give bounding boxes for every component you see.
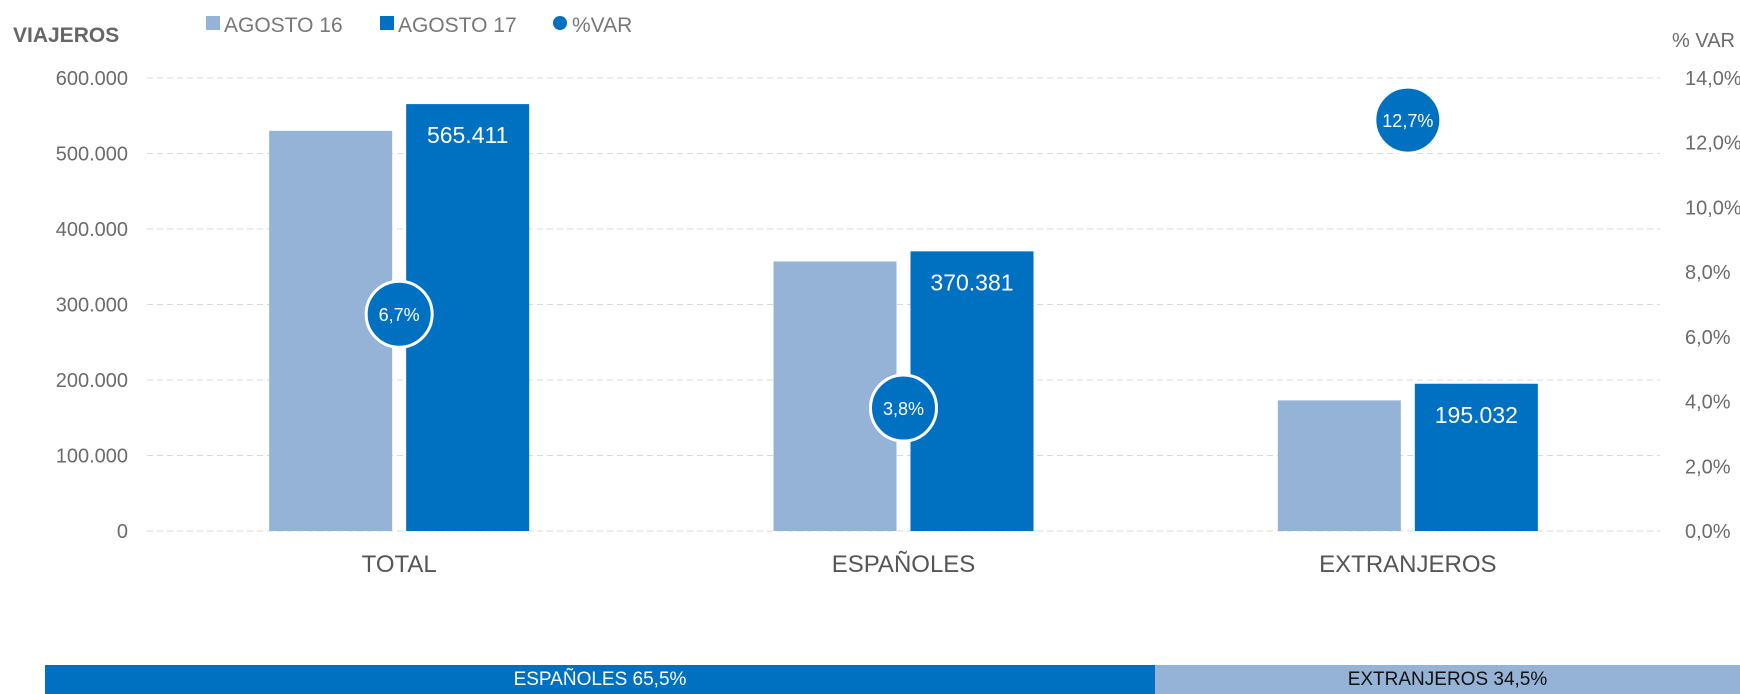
legend-label-agosto16: AGOSTO 16	[224, 14, 343, 37]
bar-value-label: 565.411	[427, 122, 508, 148]
var-marker	[364, 279, 434, 349]
y-axis-ticks: 0 100.000 200.000 300.000 400.000 500.000 600.…	[56, 68, 128, 543]
y2-tick-label: 4,0%	[1685, 392, 1731, 414]
category-label: EXTRANJEROS	[1319, 551, 1496, 578]
bar-value-label: 195.032	[1435, 402, 1518, 428]
y-tick-label: 100.000	[56, 446, 128, 468]
y2-tick-label: 0,0%	[1685, 521, 1731, 543]
y2-tick-label: 14,0%	[1685, 68, 1740, 90]
y-axis-title: VIAJEROS	[13, 24, 119, 47]
var-markers: 6,7% 3,8% 12,7%	[364, 85, 1443, 443]
y2-axis-title: % VAR	[1672, 30, 1735, 52]
y2-tick-label: 12,0%	[1685, 133, 1740, 155]
category-label: ESPAÑOLES	[832, 551, 976, 578]
category-labels: TOTAL ESPAÑOLES EXTRANJEROS	[362, 551, 1497, 578]
share-segment: EXTRANJEROS 34,5%	[1155, 665, 1740, 694]
legend-label-var: %VAR	[572, 14, 632, 37]
var-label: 12,7%	[1382, 111, 1433, 131]
y-tick-label: 500.000	[56, 144, 128, 166]
y-tick-label: 300.000	[56, 295, 128, 317]
category-label: TOTAL	[362, 551, 437, 578]
var-label: 6,7%	[379, 305, 420, 325]
y2-tick-label: 6,0%	[1685, 327, 1731, 349]
y-tick-label: 200.000	[56, 370, 128, 392]
bars	[269, 104, 1538, 532]
var-label: 3,8%	[883, 399, 924, 419]
y2-axis-ticks: 0,0% 2,0% 4,0% 6,0% 8,0% 10,0% 12,0% 14,0%	[1685, 68, 1740, 543]
y2-tick-label: 8,0%	[1685, 262, 1731, 284]
y-tick-label: 0	[117, 521, 128, 543]
legend-marker-var	[553, 16, 567, 30]
var-marker	[1373, 85, 1443, 155]
legend-swatch-agosto17	[380, 16, 394, 30]
y2-tick-label: 10,0%	[1685, 197, 1740, 219]
legend: AGOSTO 16 AGOSTO 17 %VAR	[206, 14, 632, 37]
bar-agosto16	[1277, 400, 1401, 531]
legend-label-agosto17: AGOSTO 17	[398, 14, 517, 37]
chart: VIAJEROS % VAR AGOSTO 16 AGOSTO 17 %VAR …	[13, 14, 1740, 578]
legend-swatch-agosto16	[206, 16, 220, 30]
value-labels: 565.411 370.381 195.032	[427, 122, 1518, 428]
bar-agosto17	[1414, 383, 1538, 531]
y-tick-label: 400.000	[56, 219, 128, 241]
share-segment: ESPAÑOLES 65,5%	[45, 665, 1155, 694]
y-tick-label: 600.000	[56, 68, 128, 90]
y2-tick-label: 2,0%	[1685, 456, 1731, 478]
bar-value-label: 370.381	[930, 269, 1013, 295]
var-marker	[869, 373, 938, 443]
